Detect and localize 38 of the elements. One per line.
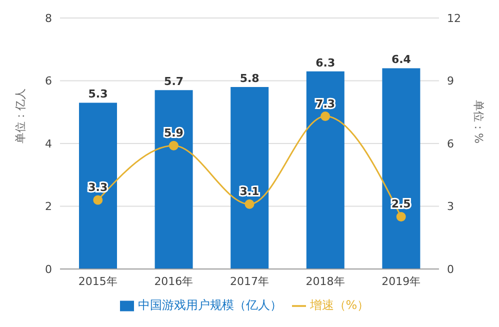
bar (154, 90, 193, 269)
point (396, 212, 406, 222)
y-tick-label: 4 (45, 137, 52, 150)
legend-label: 中国游戏用户规模（亿人） (138, 298, 282, 312)
point (320, 112, 330, 122)
data-label: 6.4 (391, 53, 412, 66)
y-tick-label: 2 (45, 200, 52, 214)
y-axis-title: 单位：亿人 (14, 88, 27, 144)
y-tick-label: 0 (45, 262, 52, 276)
y2-tick-label: 9 (447, 74, 454, 88)
bar (382, 68, 420, 269)
y2-tick-label: 0 (447, 262, 454, 276)
data-label: 6.3 (316, 56, 336, 70)
y2-tick-label: 3 (447, 200, 454, 214)
bar (230, 87, 269, 269)
bar (306, 71, 344, 269)
point (244, 199, 254, 209)
y2-axis-title: 单位：% (472, 100, 486, 144)
y-tick-label: 8 (45, 12, 52, 25)
y2-tick-label: 12 (447, 12, 461, 25)
data-label: 3.3 (88, 180, 108, 194)
data-label: 3.1 (240, 185, 260, 198)
data-label: 5.7 (164, 75, 184, 88)
point (168, 140, 178, 150)
x-tick-label: 2018年 (306, 274, 345, 288)
x-tick-label: 2017年 (230, 274, 269, 288)
legend-label: 增速（%） (310, 298, 370, 312)
y-tick-label: 6 (45, 74, 52, 88)
data-label: 5.9 (164, 126, 184, 140)
point (93, 195, 103, 205)
x-tick-label: 2015年 (78, 274, 118, 288)
x-tick-label: 2016年 (154, 274, 194, 288)
data-label: 7.3 (316, 97, 336, 110)
x-tick-label: 2019年 (382, 274, 421, 288)
y2-tick-label: 6 (447, 137, 454, 150)
data-label: 5.8 (240, 72, 260, 86)
bar (79, 102, 117, 269)
data-label: 5.3 (88, 88, 108, 101)
